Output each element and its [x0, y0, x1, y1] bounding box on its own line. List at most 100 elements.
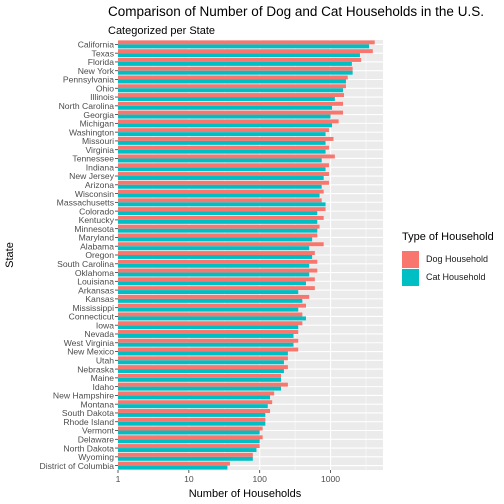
bar-dog	[118, 93, 345, 98]
bar-dog	[118, 259, 318, 264]
y-tick-label: Alabama	[80, 241, 114, 251]
bar-cat	[118, 333, 294, 338]
bar-cat	[118, 325, 299, 330]
bar-dog	[118, 286, 315, 291]
y-tick-label: Indiana	[86, 162, 114, 172]
bar-cat	[118, 342, 294, 347]
bar-cat	[118, 105, 333, 110]
legend-label-cat: Cat Household	[426, 272, 486, 282]
y-tick-label: Vermont	[82, 426, 115, 436]
y-tick-label: Maine	[91, 373, 115, 383]
bar-dog	[118, 251, 315, 255]
bar-cat	[118, 176, 324, 180]
bar-cat	[118, 395, 271, 400]
legend-item-cat: Cat Household	[402, 268, 494, 286]
bar-dog	[118, 356, 288, 361]
legend-title: Type of Household	[402, 231, 494, 243]
bar-cat	[118, 263, 310, 268]
bar-dog	[118, 417, 266, 422]
bar-cat	[118, 377, 282, 382]
bar-cat	[118, 193, 320, 198]
bar-dog	[118, 180, 329, 185]
bar-dog	[118, 75, 348, 80]
bar-dog	[118, 154, 335, 159]
bar-cat	[118, 386, 282, 391]
y-tick-label: New Hampshire	[53, 391, 114, 401]
bar-cat	[118, 97, 335, 101]
bar-dog	[118, 207, 326, 212]
y-tick-label: Tennessee	[72, 154, 114, 164]
x-tick-label: 10	[184, 474, 194, 484]
bar-cat	[118, 404, 268, 409]
y-tick-label: Mississippi	[72, 303, 114, 313]
bar-dog	[118, 400, 273, 405]
x-tick-label: 1	[116, 474, 121, 484]
chart-title: Comparison of Number of Dog and Cat Hous…	[108, 4, 484, 19]
bar-cat	[118, 421, 266, 426]
y-tick-label: South Carolina	[57, 259, 114, 269]
x-tick-label: 100	[253, 474, 268, 484]
bar-cat	[118, 298, 303, 303]
bar-cat	[118, 290, 299, 295]
bar-dog	[118, 268, 318, 273]
bars	[118, 40, 375, 470]
legend-label-dog: Dog Household	[426, 254, 489, 264]
bar-cat	[118, 70, 353, 75]
y-tick-label: Michigan	[80, 119, 115, 129]
bar-dog	[118, 321, 303, 326]
y-tick-label: Kansas	[85, 294, 114, 304]
bar-dog	[118, 224, 320, 229]
bar-dog	[118, 136, 334, 141]
y-tick-label: Connecticut	[69, 312, 115, 322]
bar-dog	[118, 277, 315, 282]
bar-dog	[118, 145, 329, 150]
bar-dog	[118, 163, 329, 168]
bar-dog	[118, 382, 288, 387]
bar-cat	[118, 158, 322, 163]
bar-dog	[118, 172, 329, 177]
chart-subtitle: Categorized per State	[108, 25, 216, 37]
y-tick-label: Maryland	[79, 233, 115, 243]
bar-cat	[118, 430, 260, 435]
y-tick-label: California	[78, 40, 115, 50]
legend-key-cat	[402, 268, 419, 286]
bar-dog	[118, 312, 303, 317]
bar-cat	[118, 228, 318, 233]
bar-dog	[118, 110, 344, 115]
y-tick-label: Ohio	[96, 83, 114, 93]
bar-cat	[118, 255, 313, 259]
y-tick-label: Montana	[81, 399, 115, 409]
bar-cat	[118, 61, 352, 66]
bar-dog	[118, 452, 253, 457]
bar-dog	[118, 189, 324, 194]
y-tick-label: Nebraska	[77, 364, 114, 374]
bar-cat	[118, 44, 370, 49]
y-tick-label: Utah	[96, 356, 114, 366]
bar-dog	[118, 198, 322, 203]
bar-cat	[118, 219, 318, 224]
bar-cat	[118, 316, 306, 321]
bar-cat	[118, 132, 326, 137]
y-tick-label: Wisconsin	[75, 189, 114, 199]
y-tick-label: Arizona	[85, 180, 114, 190]
y-tick-label: Arkansas	[78, 285, 114, 295]
y-tick-label: Pennsylvania	[63, 75, 114, 85]
bar-dog	[118, 426, 263, 431]
bar-cat	[118, 281, 306, 286]
x-axis-label: Number of Households	[189, 488, 302, 500]
x-tick-label: 1000	[321, 474, 340, 484]
bar-dog	[118, 444, 260, 449]
y-tick-label: Wyoming	[78, 452, 114, 462]
bar-dog	[118, 409, 271, 413]
bar-cat	[118, 360, 284, 365]
bar-cat	[118, 184, 322, 189]
y-tick-label: South Dakota	[62, 408, 114, 418]
y-tick-label: Colorado	[79, 206, 114, 216]
legend-key-dog	[402, 250, 419, 268]
y-tick-label: Washington	[69, 127, 114, 137]
bar-dog	[118, 294, 310, 299]
y-tick-label: Rhode Island	[63, 417, 114, 427]
bar-cat	[118, 79, 346, 84]
bar-dog	[118, 435, 263, 440]
